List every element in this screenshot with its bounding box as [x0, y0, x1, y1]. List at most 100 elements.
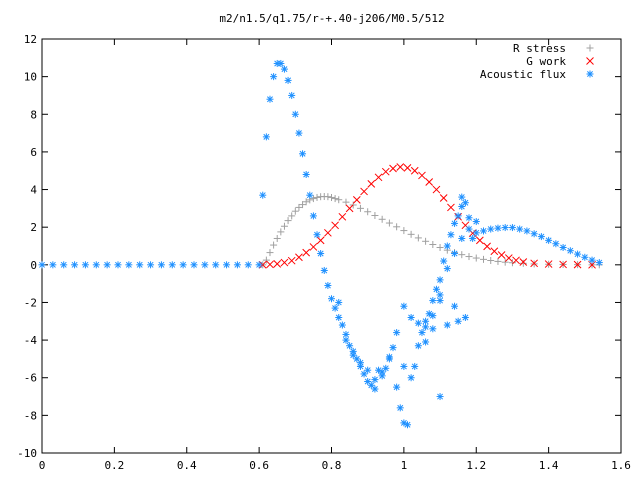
y-tick-label: -2: [24, 296, 37, 309]
y-tick-label: 0: [30, 259, 37, 272]
data-point: [422, 338, 430, 346]
data-point: [414, 234, 422, 242]
data-point: [280, 258, 289, 267]
x-tick-label: 1.4: [539, 459, 559, 472]
data-point: [331, 221, 339, 230]
data-point: [458, 234, 466, 242]
data-point: [147, 261, 155, 269]
data-point: [403, 421, 411, 429]
data-point: [501, 224, 509, 232]
x-tick-label: 0: [39, 459, 46, 472]
y-tick-label: 8: [30, 108, 37, 121]
data-point: [270, 73, 278, 81]
data-point: [595, 259, 603, 267]
data-point: [432, 185, 441, 194]
data-point: [407, 314, 415, 322]
data-point: [422, 237, 430, 245]
data-point: [407, 374, 415, 382]
data-point: [454, 212, 462, 220]
data-point: [451, 250, 459, 258]
data-point: [360, 187, 368, 196]
data-point: [440, 257, 448, 265]
series-g-work: [258, 163, 596, 269]
x-tick-label: 0.4: [177, 459, 197, 472]
data-point: [483, 242, 491, 251]
data-point: [544, 260, 553, 268]
data-point: [342, 198, 350, 206]
data-point: [429, 325, 437, 333]
data-point: [324, 282, 332, 290]
data-point: [299, 150, 307, 158]
data-point: [168, 261, 176, 269]
series-r-stress: [259, 193, 603, 269]
data-point: [288, 212, 296, 220]
data-point: [396, 163, 405, 171]
y-tick-label: 12: [24, 33, 37, 46]
data-point: [360, 370, 368, 378]
data-point: [335, 196, 343, 204]
data-point: [291, 110, 299, 118]
data-point: [280, 222, 288, 230]
data-point: [487, 225, 495, 233]
data-point: [472, 254, 480, 262]
data-point: [316, 236, 325, 245]
y-tick-label: -8: [24, 409, 37, 422]
data-point: [512, 256, 520, 265]
data-point: [364, 366, 372, 374]
data-point: [400, 302, 408, 310]
data-point: [371, 212, 379, 220]
data-point: [302, 248, 311, 257]
axis-tick-labels: 0 0.2 0.4 0.6 0.8 1 1.2 1.4 1.6 -10 -8 -6 -4 -2 0 2 4 6 8 1…: [17, 33, 631, 472]
data-point: [458, 251, 466, 259]
data-point: [266, 249, 274, 257]
data-point: [458, 193, 466, 201]
data-point: [299, 201, 307, 209]
data-point: [411, 362, 419, 370]
data-point: [291, 207, 299, 215]
data-point: [501, 258, 509, 266]
data-point: [49, 261, 57, 269]
legend-label: Acoustic flux: [480, 68, 566, 81]
y-tick-label: 2: [30, 221, 37, 234]
data-point: [393, 329, 401, 337]
data-point: [287, 256, 296, 265]
legend-marker: [586, 57, 594, 65]
data-point: [309, 212, 317, 220]
data-point: [403, 164, 412, 172]
data-point: [92, 261, 100, 269]
data-point: [331, 195, 339, 203]
data-point: [313, 231, 321, 239]
data-point: [338, 321, 346, 329]
data-point: [381, 167, 390, 176]
data-point: [258, 260, 267, 269]
data-point: [212, 261, 220, 269]
x-tick-label: 0.8: [322, 459, 342, 472]
data-point: [418, 171, 426, 180]
data-point: [81, 261, 89, 269]
data-point: [429, 240, 437, 248]
data-point: [487, 256, 495, 264]
data-point: [309, 243, 318, 251]
data-point: [125, 261, 133, 269]
data-point: [385, 353, 393, 361]
plot-frame: [41, 38, 622, 454]
data-point: [400, 227, 408, 235]
data-point: [266, 95, 274, 103]
data-point: [519, 258, 528, 266]
x-tick-label: 0.6: [249, 459, 269, 472]
data-point: [479, 255, 487, 263]
data-point: [244, 261, 252, 269]
data-point: [461, 199, 469, 207]
chart-title: m2/n1.5/q1.75/r-+.40-j206/M0.5/512: [219, 12, 444, 25]
data-point: [349, 351, 357, 359]
data-point: [331, 304, 339, 312]
data-point: [429, 312, 437, 320]
data-point: [201, 261, 209, 269]
y-tick-label: 6: [30, 146, 37, 159]
data-point: [378, 215, 386, 223]
data-point: [284, 76, 292, 84]
legend-label: G work: [526, 55, 566, 68]
data-point: [259, 191, 267, 199]
data-point: [523, 227, 531, 235]
data-point: [400, 362, 408, 370]
